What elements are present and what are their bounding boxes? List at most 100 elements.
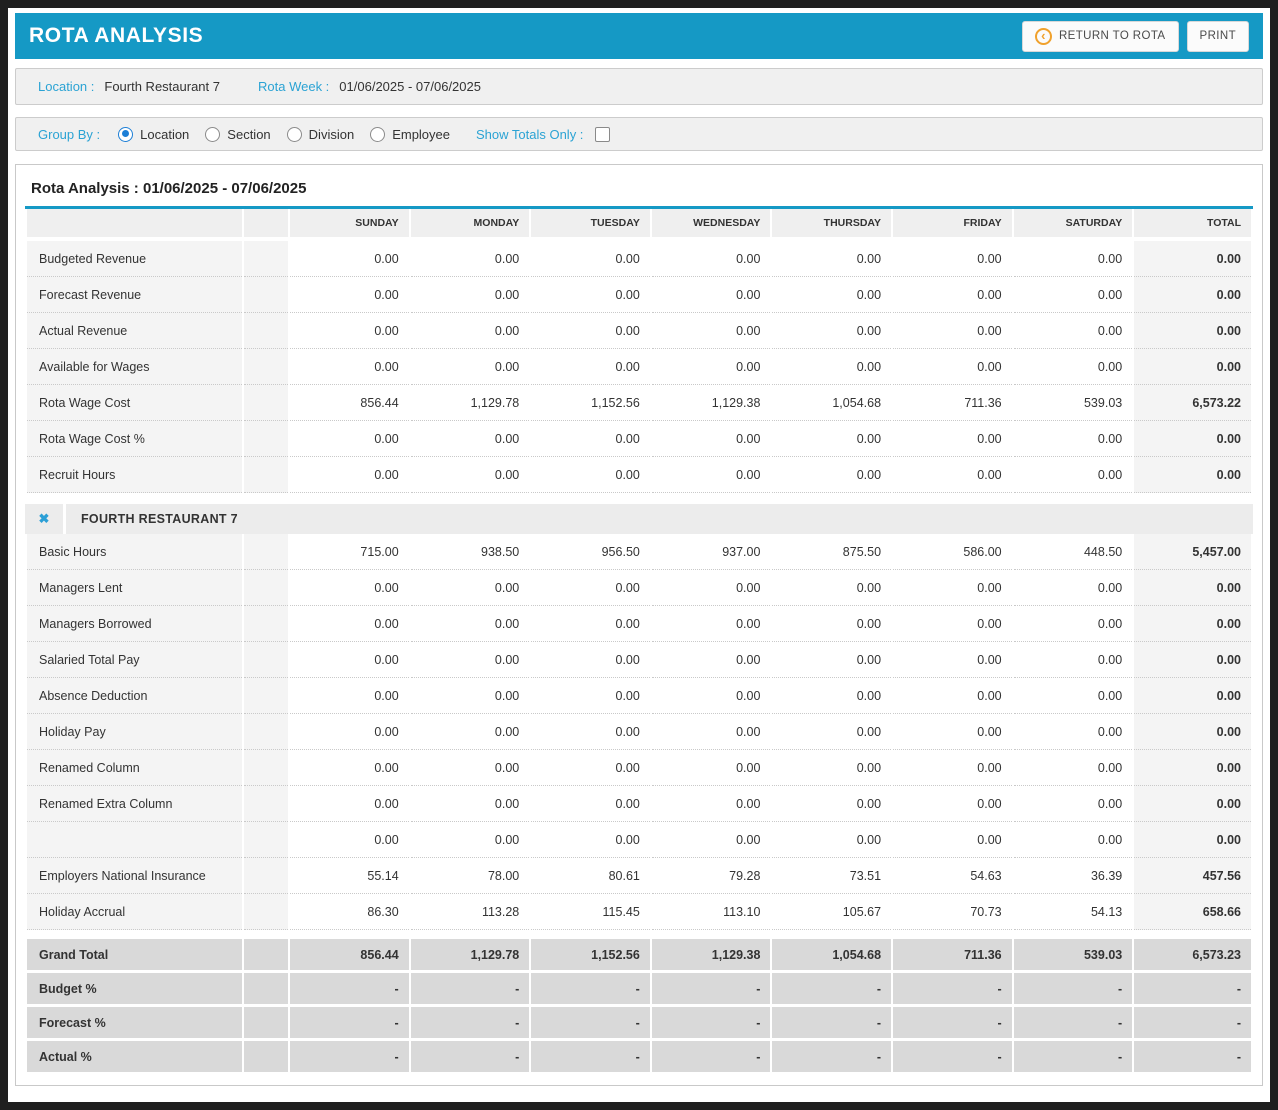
day-value: 1,152.56 (531, 385, 650, 421)
day-value: 54.63 (893, 858, 1012, 894)
day-value: 448.50 (1014, 534, 1133, 570)
day-value: 0.00 (893, 678, 1012, 714)
day-value: 0.00 (411, 606, 530, 642)
row-spacer (244, 822, 288, 858)
total-value: 0.00 (1134, 421, 1251, 457)
day-value: 539.03 (1014, 385, 1133, 421)
day-value: 0.00 (652, 750, 771, 786)
group-by-option-location[interactable]: Location (118, 127, 189, 142)
total-value: 0.00 (1134, 822, 1251, 858)
row-label: Rota Wage Cost (27, 385, 242, 421)
return-to-rota-button[interactable]: ‹ RETURN TO ROTA (1022, 21, 1179, 52)
day-value: 0.00 (290, 241, 409, 277)
day-value: 0.00 (652, 241, 771, 277)
table-row: Holiday Accrual86.30113.28115.45113.1010… (27, 894, 1251, 930)
day-value: 0.00 (411, 570, 530, 606)
day-value: 0.00 (772, 277, 891, 313)
day-value: 0.00 (531, 714, 650, 750)
day-value: 0.00 (772, 421, 891, 457)
day-value: 0.00 (893, 241, 1012, 277)
row-spacer (244, 973, 288, 1007)
column-header-friday: FRIDAY (893, 209, 1012, 241)
day-value: - (411, 1007, 530, 1041)
group-by-option-division[interactable]: Division (287, 127, 355, 142)
total-value: 0.00 (1134, 786, 1251, 822)
day-value: 0.00 (893, 421, 1012, 457)
day-value: 0.00 (893, 277, 1012, 313)
row-spacer (244, 786, 288, 822)
day-value: 1,129.78 (411, 939, 530, 973)
day-value: 938.50 (411, 534, 530, 570)
table-row: Budgeted Revenue0.000.000.000.000.000.00… (27, 241, 1251, 277)
radio-selected-icon[interactable] (118, 127, 133, 142)
total-value: 0.00 (1134, 457, 1251, 493)
day-value: 0.00 (893, 750, 1012, 786)
total-value: 5,457.00 (1134, 534, 1251, 570)
day-value: 1,054.68 (772, 939, 891, 973)
day-value: 0.00 (1014, 678, 1133, 714)
day-value: 0.00 (290, 642, 409, 678)
row-spacer (244, 1007, 288, 1041)
table-title: Rota Analysis : 01/06/2025 - 07/06/2025 (25, 173, 1253, 209)
group-by-option-employee[interactable]: Employee (370, 127, 450, 142)
location-section-header: ✖ FOURTH RESTAURANT 7 (25, 504, 1253, 534)
table-row: Basic Hours715.00938.50956.50937.00875.5… (27, 534, 1251, 570)
group-by-option-section[interactable]: Section (205, 127, 270, 142)
day-value: - (531, 1041, 650, 1075)
day-value: 0.00 (893, 786, 1012, 822)
day-value: - (290, 1007, 409, 1041)
row-label: Salaried Total Pay (27, 642, 242, 678)
day-value: 113.10 (652, 894, 771, 930)
row-spacer (244, 277, 288, 313)
row-spacer (244, 606, 288, 642)
day-value: - (290, 1041, 409, 1075)
row-label: Renamed Column (27, 750, 242, 786)
day-value: 0.00 (652, 822, 771, 858)
day-value: 0.00 (1014, 457, 1133, 493)
day-value: 0.00 (290, 822, 409, 858)
row-spacer (244, 1041, 288, 1075)
day-value: 0.00 (772, 457, 891, 493)
day-value: 0.00 (290, 606, 409, 642)
page-title: ROTA ANALYSIS (29, 24, 203, 48)
day-value: - (893, 1007, 1012, 1041)
location-label: Location : (38, 79, 94, 94)
day-value: 0.00 (1014, 241, 1133, 277)
day-value: 70.73 (893, 894, 1012, 930)
day-value: 0.00 (531, 241, 650, 277)
print-button[interactable]: PRINT (1187, 21, 1250, 52)
row-label: Rota Wage Cost % (27, 421, 242, 457)
location-value: Fourth Restaurant 7 (104, 79, 220, 94)
row-label: Budgeted Revenue (27, 241, 242, 277)
radio-label: Location (140, 127, 189, 142)
day-value: 0.00 (411, 457, 530, 493)
day-value: 0.00 (411, 642, 530, 678)
day-value: 0.00 (531, 750, 650, 786)
day-value: 0.00 (411, 421, 530, 457)
total-value: 0.00 (1134, 241, 1251, 277)
row-spacer (244, 313, 288, 349)
table-row: Salaried Total Pay0.000.000.000.000.000.… (27, 642, 1251, 678)
show-totals-checkbox[interactable] (595, 127, 610, 142)
day-value: 0.00 (411, 714, 530, 750)
day-value: 0.00 (531, 277, 650, 313)
row-spacer (244, 457, 288, 493)
radio-icon[interactable] (370, 127, 385, 142)
location-section-title: FOURTH RESTAURANT 7 (66, 504, 1253, 534)
day-value: 115.45 (531, 894, 650, 930)
column-header-tuesday: TUESDAY (531, 209, 650, 241)
close-icon[interactable]: ✖ (25, 504, 63, 534)
radio-icon[interactable] (287, 127, 302, 142)
day-value: 0.00 (772, 822, 891, 858)
total-value: 0.00 (1134, 678, 1251, 714)
rota-week-value: 01/06/2025 - 07/06/2025 (339, 79, 481, 94)
day-value: 1,054.68 (772, 385, 891, 421)
day-value: 0.00 (531, 457, 650, 493)
row-spacer (244, 678, 288, 714)
radio-icon[interactable] (205, 127, 220, 142)
day-value: 0.00 (1014, 606, 1133, 642)
row-spacer (244, 714, 288, 750)
day-value: 0.00 (411, 277, 530, 313)
day-value: 0.00 (1014, 313, 1133, 349)
table-row: Managers Lent0.000.000.000.000.000.000.0… (27, 570, 1251, 606)
